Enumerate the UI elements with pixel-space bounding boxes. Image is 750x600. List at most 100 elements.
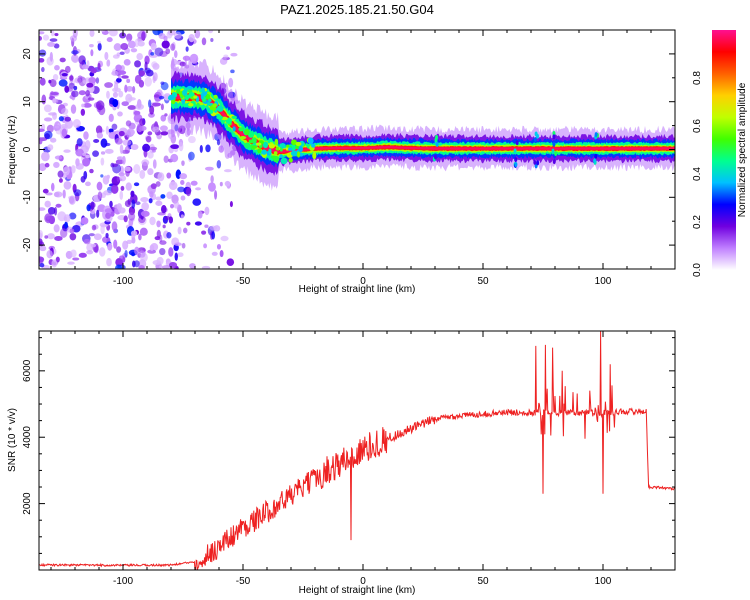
heatmap-noise-blob (145, 69, 154, 77)
colorbar-ticks: 0.0 0.2 0.4 0.6 0.8 (692, 71, 703, 277)
heatmap-ridge-speckle (251, 145, 257, 149)
heatmap-noise-blob (164, 216, 170, 220)
heatmap-noise-blob (230, 69, 235, 74)
heatmap-noise-blob (160, 114, 167, 122)
heatmap-noise-blob (88, 77, 97, 84)
y-tick-label: 0 (22, 146, 33, 152)
heatmap-noise-blob (104, 208, 113, 214)
heatmap-noise-blob (139, 118, 146, 126)
heatmap-noise-blob (148, 99, 152, 108)
heatmap-noise-blob (205, 144, 211, 153)
heatmap-disturbance (434, 137, 438, 143)
heatmap-noise-blob (141, 202, 150, 211)
heatmap-noise-blob (61, 108, 69, 115)
spectrogram-cells (39, 30, 675, 269)
heatmap-noise-blob (104, 82, 114, 88)
heatmap-noise-blob (149, 191, 154, 198)
heatmap-noise-blob (136, 52, 143, 61)
heatmap-noise-blob (183, 227, 188, 234)
heatmap-noise-blob (64, 65, 71, 74)
heatmap-noise-blob (111, 70, 119, 76)
heatmap-noise-blob (134, 38, 140, 48)
heatmap-noise-blob (117, 70, 127, 75)
heatmap-noise-blob (106, 174, 110, 179)
heatmap-ridge-speckle (168, 94, 175, 100)
heatmap-noise-blob (109, 200, 113, 208)
heatmap-noise-blob (125, 120, 132, 127)
heatmap-noise-blob (58, 79, 68, 87)
heatmap-noise-blob (154, 47, 164, 57)
heatmap-ridge-speckle (257, 148, 262, 154)
heatmap-noise-blob (126, 239, 133, 245)
heatmap-noise-blob (72, 55, 79, 63)
heatmap-ridge-speckle (206, 101, 211, 106)
y-tick-label: 2000 (22, 492, 33, 515)
heatmap-noise-blob (72, 119, 81, 129)
heatmap-noise-blob (197, 210, 203, 219)
heatmap-noise-blob (226, 46, 230, 50)
heatmap-noise-blob (63, 166, 70, 176)
heatmap-noise-blob (50, 30, 55, 37)
heatmap-noise-blob (54, 155, 63, 160)
heatmap-ridge-speckle (201, 87, 205, 94)
heatmap-noise-blob (115, 258, 124, 267)
heatmap-noise-blob (220, 235, 229, 242)
heatmap-noise-blob (39, 263, 45, 268)
heatmap-noise-blob (80, 217, 89, 225)
heatmap-noise-blob (83, 238, 91, 245)
heatmap-noise-blob (207, 30, 214, 34)
heatmap-noise-blob (41, 94, 47, 105)
heatmap-noise-blob (192, 198, 202, 206)
heatmap-noise-blob (116, 203, 122, 211)
heatmap-noise-blob (144, 61, 148, 71)
heatmap-noise-blob (107, 242, 113, 251)
y-tick-label: -10 (22, 190, 33, 205)
heatmap-noise-blob (124, 84, 128, 93)
heatmap-noise-blob (213, 225, 221, 232)
heatmap-noise-blob (216, 243, 222, 250)
heatmap-noise-blob (114, 264, 123, 269)
heatmap-noise-blob (186, 221, 191, 226)
heatmap-noise-blob (122, 256, 126, 263)
heatmap-noise-blob (141, 31, 146, 42)
heatmap-noise-blob (75, 148, 84, 157)
heatmap-noise-blob (188, 136, 196, 144)
heatmap-ridge-speckle (288, 157, 293, 163)
heatmap-noise-blob (96, 181, 103, 191)
heatmap-noise-blob (59, 57, 66, 63)
heatmap-disturbance (534, 131, 538, 137)
heatmap-noise-blob (142, 143, 151, 152)
heatmap-noise-blob (160, 204, 167, 214)
heatmap-noise-blob (147, 131, 153, 136)
heatmap-noise-blob (77, 77, 83, 83)
heatmap-noise-blob (54, 125, 60, 129)
heatmap-noise-blob (174, 242, 182, 247)
x-tick-label: 100 (595, 276, 612, 287)
heatmap-noise-blob (130, 190, 135, 198)
heatmap-noise-blob (57, 170, 64, 178)
x-tick-label: 0 (360, 576, 366, 587)
heatmap-ridge-speckle (216, 105, 224, 112)
heatmap-noise-blob (52, 112, 57, 120)
heatmap-noise-blob (180, 195, 186, 201)
heatmap-ridge-band (171, 89, 675, 159)
heatmap-noise-blob (78, 90, 86, 96)
spectrogram-y-label: Frequency (Hz) (7, 116, 18, 185)
y-tick-label: 6000 (22, 359, 33, 382)
heatmap-noise-blob (152, 72, 158, 82)
heatmap-noise-blob (49, 38, 58, 42)
heatmap-noise-blob (201, 265, 211, 269)
heatmap-noise-blob (119, 144, 124, 155)
heatmap-noise-blob (134, 60, 141, 68)
heatmap-noise-blob (68, 75, 74, 81)
heatmap-noise-blob (43, 130, 53, 140)
heatmap-disturbance (514, 162, 518, 168)
heatmap-noise-blob (61, 128, 68, 137)
heatmap-noise-blob (89, 43, 94, 48)
heatmap-noise-blob (139, 250, 146, 258)
heatmap-noise-blob (68, 212, 77, 220)
heatmap-noise-blob (148, 198, 153, 204)
heatmap-noise-blob (148, 112, 155, 118)
heatmap-ridge-speckle (290, 139, 297, 146)
